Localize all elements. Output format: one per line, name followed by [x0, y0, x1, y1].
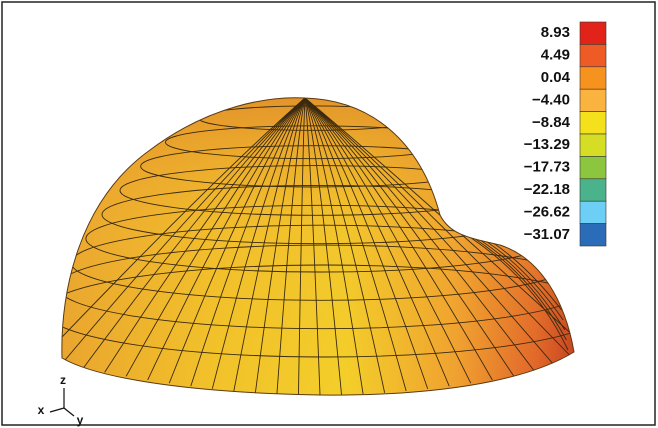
- mesh-meridian: [304, 97, 575, 365]
- mesh-meridian: [233, 97, 306, 392]
- legend-label: −31.07: [524, 226, 570, 243]
- legend-swatch: [579, 223, 607, 247]
- mesh-meridian: [125, 97, 306, 377]
- mesh-meridian: [304, 97, 407, 392]
- legend-label: −26.62: [524, 203, 570, 220]
- legend-swatch: [579, 178, 607, 202]
- mesh-meridian: [168, 97, 306, 384]
- legend-label: 8.93: [541, 24, 570, 41]
- mesh-parallel: [61, 244, 575, 330]
- legend-label: −17.73: [524, 159, 570, 176]
- mesh-meridian: [298, 97, 306, 395]
- mesh-meridian: [304, 97, 450, 387]
- legend-swatch: [579, 111, 607, 135]
- mesh-meridian: [254, 97, 306, 393]
- axis-x: x: [38, 403, 45, 417]
- axis-y: y: [77, 413, 84, 427]
- mesh-meridian: [304, 97, 429, 389]
- mesh-meridian: [104, 97, 306, 373]
- legend-swatch: [579, 133, 607, 157]
- mesh-meridian: [304, 97, 342, 395]
- legend-swatch: [579, 66, 607, 90]
- legend-swatch: [579, 88, 607, 112]
- legend-swatch: [579, 21, 607, 45]
- mesh-meridian: [304, 97, 364, 395]
- legend-label: −13.29: [524, 136, 570, 153]
- mesh-meridian: [304, 97, 386, 393]
- axis-triad: [49, 388, 75, 417]
- mesh-meridian: [82, 97, 306, 369]
- legend-label: 0.04: [541, 69, 571, 86]
- mesh-meridian: [304, 97, 515, 377]
- mesh-meridian: [304, 97, 558, 369]
- mesh-meridian: [304, 97, 536, 373]
- legend-label: −4.40: [532, 91, 570, 108]
- legend-label: 4.49: [541, 47, 570, 64]
- mesh-meridian: [211, 97, 306, 389]
- mesh-meridian: [61, 97, 306, 361]
- mesh-parallel: [61, 264, 575, 358]
- axis-z: z: [60, 373, 66, 387]
- mesh-meridian: [304, 97, 321, 396]
- mesh-meridian: [304, 97, 575, 361]
- legend-swatch: [579, 200, 607, 224]
- mesh-meridian: [61, 97, 306, 365]
- mesh-meridian: [304, 97, 493, 381]
- dome-outline: [61, 97, 575, 396]
- mesh-meridian: [147, 97, 306, 381]
- dome: [61, 97, 575, 396]
- legend-label: −22.18: [524, 181, 570, 198]
- mesh-meridian: [276, 97, 306, 395]
- legend: 8.93 4.49 0.04 −4.40 −8.84 −13.29 −17.73 −22.18…: [524, 21, 607, 247]
- legend-label: −8.84: [532, 114, 571, 131]
- legend-swatch: [579, 44, 607, 68]
- mesh-meridian: [190, 97, 306, 387]
- legend-swatch: [579, 156, 607, 180]
- mesh-meridian: [304, 97, 472, 384]
